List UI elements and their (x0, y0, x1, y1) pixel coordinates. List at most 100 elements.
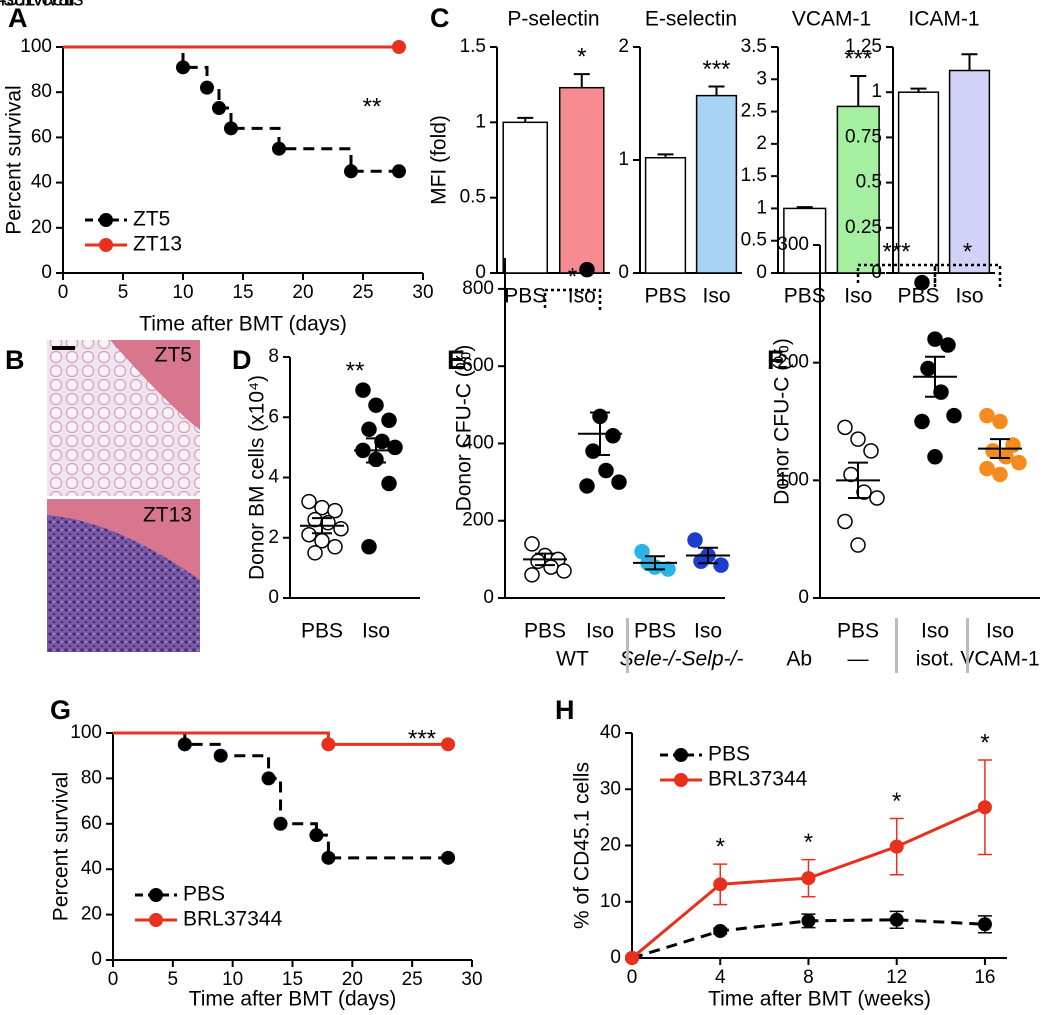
marker (713, 924, 728, 938)
chart-title: E-selectin (645, 8, 737, 31)
y-tick-label: 2.5 (741, 101, 767, 122)
y-tick-label: 20 (31, 217, 52, 238)
sem-bar (590, 411, 610, 457)
x-tick-label: 25 (402, 969, 423, 990)
chart-title: VCAM-1 (792, 8, 871, 31)
row-title: Ab (786, 648, 812, 671)
data-point (585, 443, 601, 459)
row-label: — (848, 648, 869, 671)
y-tick-label: 100 (20, 36, 52, 57)
y-axis-label: % of CD45.1 cells (0, 0, 83, 11)
data-point (1011, 454, 1027, 471)
y-axis-label: Percent survival (0, 0, 75, 11)
sem-bar (366, 437, 386, 464)
x-tick-label: PBS (504, 285, 546, 308)
legend-marker (674, 748, 688, 762)
histology-panel: B ZT5 ZT13 (5, 340, 200, 652)
y-tick-label: 3.5 (741, 36, 767, 57)
y-tick-label: 0 (268, 587, 279, 608)
x-tick-label: 15 (282, 969, 303, 990)
x-tick-label: 12 (886, 967, 907, 988)
bar (695, 94, 738, 274)
data-point (850, 537, 866, 553)
y-axis-label: Donor CFU-C (%) (771, 338, 794, 505)
data-point (946, 407, 962, 424)
error-bar (961, 53, 978, 71)
bone (47, 499, 200, 580)
x-tick-label: 5 (118, 282, 129, 303)
y-tick-label: 1.25 (845, 36, 882, 57)
marker (176, 60, 190, 75)
data-point (687, 532, 703, 548)
sem-bar (645, 555, 665, 571)
marker (309, 828, 324, 843)
series-line (113, 731, 449, 860)
y-tick-label: 200 (462, 510, 494, 531)
legend-marker (149, 888, 163, 902)
data-point (914, 413, 930, 430)
y-tick-label: 1.5 (741, 165, 767, 186)
row-label: isot. (916, 648, 955, 671)
image-label: ZT5 (155, 344, 192, 367)
bar (897, 91, 940, 274)
x-tick-label: PBS (301, 620, 343, 643)
marker (889, 839, 904, 854)
y-tick-label: 2 (618, 36, 629, 57)
y-tick-label: 1 (756, 197, 767, 218)
bar (948, 69, 991, 274)
sem-bar (925, 355, 945, 398)
y-axis-label: % of CD45.1 cells (571, 762, 594, 929)
x-tick-label: Iso (586, 620, 614, 643)
panel-letter: E (447, 345, 465, 375)
bar (644, 156, 687, 274)
marker (713, 877, 728, 892)
marker (177, 737, 192, 752)
marker (889, 912, 904, 927)
x-axis-label: Time after BMT (days) (189, 988, 397, 1011)
annotation: *** (844, 45, 872, 72)
x-tick-label: 10 (172, 282, 193, 303)
marker (441, 737, 456, 752)
sem-bar (535, 552, 555, 567)
y-tick-label: 1 (871, 81, 882, 102)
panel-letter: B (5, 345, 25, 375)
data-point (837, 419, 853, 436)
y-tick-label: 800 (462, 278, 494, 299)
x-tick-label: 30 (412, 282, 433, 303)
annotation: * (892, 788, 901, 815)
x-tick-label: PBS (524, 620, 566, 643)
data-point (307, 511, 323, 528)
legend-label: PBS (183, 883, 225, 906)
data-point (361, 421, 377, 438)
marker (801, 871, 816, 886)
bracket (856, 263, 937, 287)
data-point (524, 567, 540, 583)
y-tick-label: 80 (81, 767, 102, 788)
legend-label: ZT13 (133, 233, 182, 256)
data-point (579, 478, 595, 494)
annotation: * (980, 729, 989, 756)
y-tick-label: 400 (462, 432, 494, 453)
y-tick-label: 0 (41, 262, 52, 283)
y-tick-label: 30 (600, 778, 621, 799)
y-tick-label: 60 (81, 813, 102, 834)
y-tick-label: 0.5 (741, 230, 767, 251)
bar (836, 105, 880, 274)
y-axis-label: Percent survival (0, 0, 75, 11)
y-tick-label: 4 (268, 467, 279, 488)
x-tick-label: PBS (897, 285, 939, 308)
y-tick-label: 40 (81, 858, 102, 879)
y-axis-label: Percent survival (50, 772, 73, 921)
data-point (837, 513, 853, 530)
data-point (333, 520, 349, 537)
x-tick-label: 15 (232, 282, 253, 303)
y-tick-label: 20 (81, 904, 102, 925)
marker (212, 101, 226, 116)
y-axis-label: Percent survival (3, 85, 26, 234)
marker (977, 917, 992, 932)
annotation: * (568, 263, 577, 290)
bar (558, 86, 605, 274)
x-tick-label: Iso (921, 620, 949, 643)
bracket (543, 288, 602, 312)
y-tick-label: 6 (268, 406, 279, 427)
